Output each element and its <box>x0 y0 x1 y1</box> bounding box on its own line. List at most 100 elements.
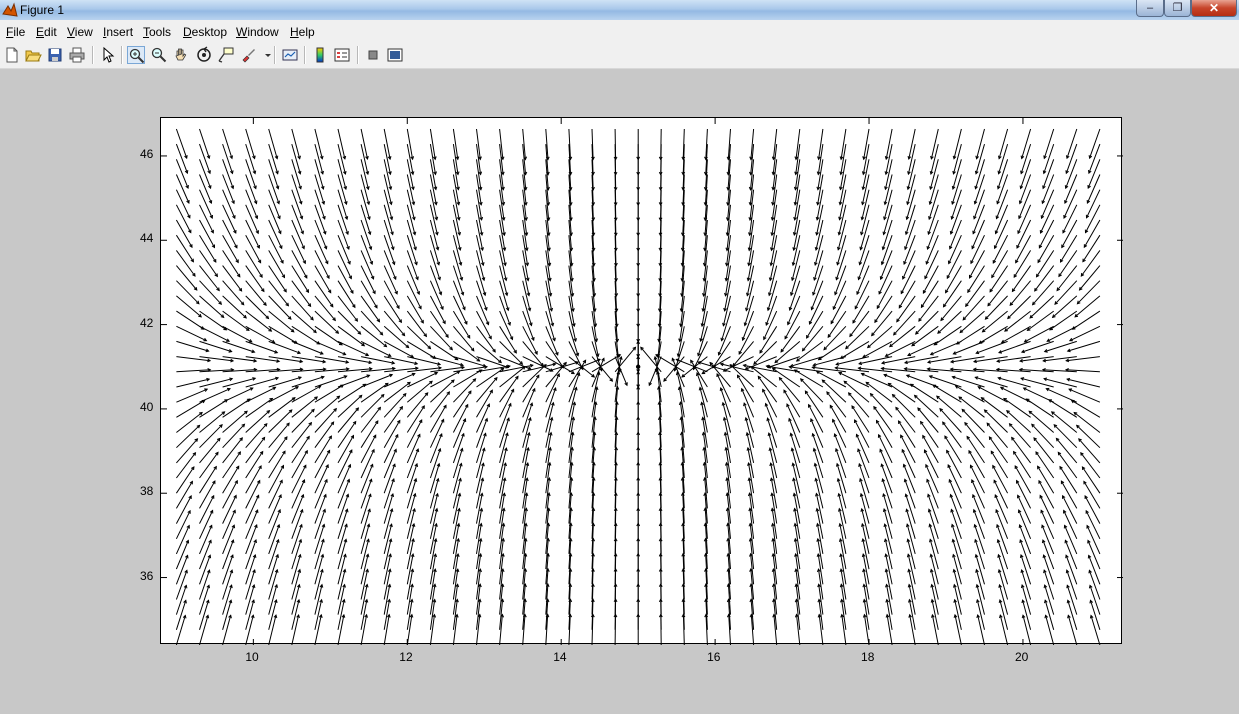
quiver-arrowhead <box>832 418 836 423</box>
quiver-arrowhead <box>208 185 212 190</box>
quiver-arrow <box>406 280 422 309</box>
quiver-arrow <box>591 432 596 463</box>
quiver-arrow <box>1018 509 1032 539</box>
hide-plot-tools-icon[interactable] <box>364 46 382 64</box>
quiver-arrowhead <box>396 305 400 310</box>
quiver-arrowhead <box>994 494 998 499</box>
quiver-arrow <box>1019 524 1032 555</box>
quiver-arrow <box>452 128 459 160</box>
quiver-arrowhead <box>599 367 603 372</box>
quiver-arrow <box>499 250 507 281</box>
show-plot-tools-icon[interactable] <box>386 46 404 64</box>
quiver-arrowhead <box>920 304 925 309</box>
save-icon[interactable] <box>46 46 64 64</box>
quiver-arrow <box>918 295 939 322</box>
quiver-arrow <box>383 569 391 600</box>
menu-window[interactable]: Window <box>236 25 279 39</box>
quiver-arrow <box>725 447 731 479</box>
quiver-arrow <box>1004 310 1031 332</box>
plot-axes[interactable] <box>160 117 1123 645</box>
select-arrow-icon[interactable] <box>99 46 117 64</box>
quiver-arrow <box>1077 280 1101 305</box>
quiver-arrowhead <box>811 432 816 437</box>
quiver-arrowhead <box>926 360 931 364</box>
quiver-arrow <box>522 614 526 645</box>
rotate-3d-icon[interactable] <box>195 46 213 64</box>
open-file-icon[interactable] <box>24 46 42 64</box>
quiver-arrowhead <box>323 493 327 498</box>
menu-file[interactable]: File <box>6 25 26 39</box>
quiver-arrow <box>1086 189 1101 219</box>
quiver-arrowhead <box>876 305 881 310</box>
quiver-arrowhead <box>875 419 880 424</box>
close-button[interactable]: ✕ <box>1191 0 1237 17</box>
menu-insert[interactable]: Insert <box>103 25 134 39</box>
zoom-out-icon[interactable] <box>150 46 168 64</box>
legend-icon[interactable] <box>333 46 351 64</box>
menu-edit[interactable]: Edit <box>36 25 57 39</box>
quiver-arrowhead <box>437 276 441 281</box>
menu-tools[interactable]: Tools <box>143 25 172 39</box>
quiver-arrowhead <box>501 537 505 542</box>
maximize-button[interactable]: ❐ <box>1164 0 1191 17</box>
quiver-arrowhead <box>417 433 421 438</box>
quiver-arrowhead <box>928 216 932 221</box>
quiver-arrow <box>199 234 217 263</box>
menu-help[interactable]: Help <box>290 25 315 39</box>
menu-desktop[interactable]: Desktop <box>183 25 228 39</box>
quiver-arrow <box>942 421 962 448</box>
quiver-arrow <box>794 159 801 190</box>
quiver-arrowhead <box>322 359 327 364</box>
quiver-arrow <box>1067 340 1101 352</box>
quiver-arrowhead <box>365 171 370 176</box>
quiver-arrowhead <box>297 553 302 558</box>
new-figure-icon[interactable] <box>3 46 21 64</box>
quiver-arrow <box>724 432 731 463</box>
quiver-arrowhead <box>984 316 989 320</box>
quiver-arrowhead <box>1083 480 1087 485</box>
quiver-arrowhead <box>896 318 900 323</box>
quiver-arrow <box>476 478 484 509</box>
quiver-arrowhead <box>699 338 703 343</box>
quiver-arrow <box>737 374 755 403</box>
quiver-arrow <box>568 387 577 418</box>
print-icon[interactable] <box>68 46 86 64</box>
quiver-arrow <box>1040 204 1055 234</box>
quiver-arrowhead <box>884 568 889 573</box>
quiver-arrowhead <box>415 366 419 371</box>
brush-dropdown-icon[interactable] <box>259 46 271 64</box>
quiver-arrow <box>337 554 346 585</box>
zoom-in-icon[interactable] <box>127 46 145 64</box>
quiver-arrow <box>406 523 415 555</box>
quiver-arrow <box>794 523 801 554</box>
quiver-arrowhead <box>488 335 492 340</box>
quiver-arrow <box>199 540 212 570</box>
quiver-arrow <box>676 358 708 373</box>
quiver-arrow <box>678 387 685 418</box>
minimize-button[interactable]: – <box>1136 0 1164 17</box>
menu-view[interactable]: View <box>67 25 93 39</box>
quiver-arrow <box>813 448 824 479</box>
quiver-arrowhead <box>1087 539 1091 544</box>
quiver-arrow <box>727 568 731 600</box>
pan-hand-icon[interactable] <box>172 46 190 64</box>
link-plot-icon[interactable] <box>281 46 299 64</box>
quiver-arrow <box>1076 425 1101 449</box>
quiver-arrow <box>681 432 685 463</box>
brush-icon[interactable] <box>240 46 258 64</box>
quiver-arrow <box>430 370 460 388</box>
data-cursor-icon[interactable] <box>217 46 235 64</box>
colorbar-icon[interactable] <box>311 46 329 64</box>
quiver-arrowhead <box>546 186 550 191</box>
quiver-arrowhead <box>924 275 928 280</box>
quiver-arrow <box>974 539 985 570</box>
quiver-arrowhead <box>768 277 773 282</box>
quiver-arrowhead <box>358 394 363 399</box>
quiver-arrow <box>337 325 365 347</box>
quiver-arrow <box>1007 295 1031 319</box>
quiver-arrow <box>383 393 407 418</box>
quiver-arrowhead <box>833 433 838 438</box>
quiver-arrow <box>568 295 575 327</box>
quiver-arrow <box>658 401 662 433</box>
quiver-arrowhead <box>345 231 349 236</box>
